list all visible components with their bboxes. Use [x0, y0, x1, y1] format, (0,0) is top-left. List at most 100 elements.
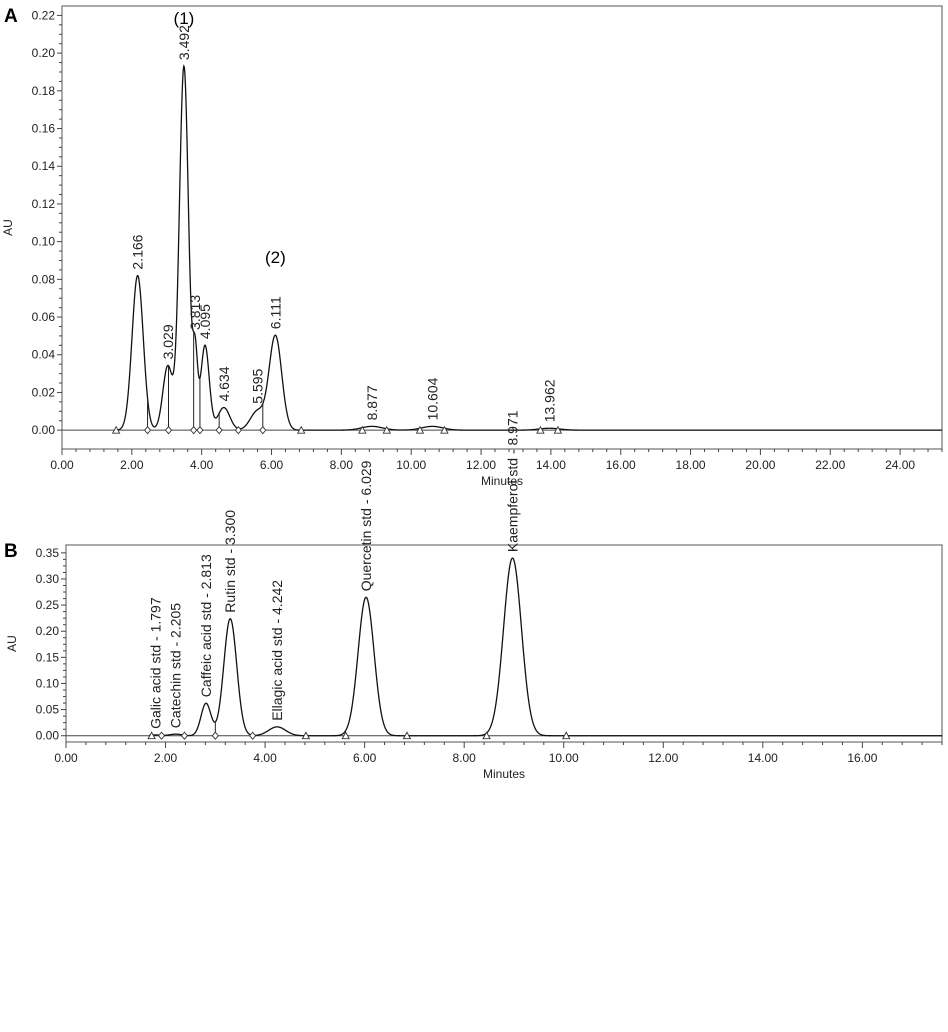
peak-label: 3.492	[176, 25, 192, 60]
peak-split-marker	[249, 731, 257, 740]
peak-annotation: (2)	[265, 248, 286, 267]
panel-letter: B	[4, 541, 18, 562]
x-tick-label: 0.00	[54, 751, 78, 765]
y-axis: 0.00 0.05 0.10 0.15 0.20 0.25 0.30 0.35 AU	[5, 546, 66, 743]
peak-label: 2.166	[130, 234, 146, 269]
x-tick-label: 6.00	[353, 751, 377, 765]
y-tick-label: 0.10	[32, 235, 56, 249]
x-tick-label: 8.00	[453, 751, 477, 765]
y-tick-label: 0.10	[36, 676, 60, 690]
peak-bound-marker	[147, 731, 156, 740]
peak-split-marker	[157, 731, 166, 740]
chromatogram-trace	[114, 64, 942, 431]
peak-label: 8.877	[364, 385, 380, 420]
y-tick-label: 0.12	[32, 197, 56, 211]
peak-bound-marker	[296, 425, 306, 434]
chromatogram-trace	[149, 557, 942, 737]
panel-letter: A	[4, 6, 18, 27]
x-tick-label: 14.00	[748, 751, 778, 765]
peak-bound-marker	[402, 731, 412, 740]
y-tick-label: 0.35	[36, 546, 60, 560]
x-tick-label: 12.00	[648, 751, 678, 765]
x-tick-label: 16.00	[847, 751, 877, 765]
y-tick-label: 0.06	[32, 310, 56, 324]
plot-frame	[61, 5, 943, 450]
y-tick-label: 0.16	[32, 122, 56, 136]
peak-annotation: (1)	[174, 9, 195, 28]
peak-split-marker	[211, 731, 219, 740]
x-tick-label: 4.00	[190, 458, 214, 472]
peak-split-marker	[143, 425, 152, 435]
peak-label: 6.111	[267, 296, 283, 329]
peak-label: Caffeic acid std - 2.813	[198, 554, 214, 697]
x-tick-label: 14.00	[536, 458, 566, 472]
peak-split-marker	[164, 425, 173, 435]
x-tick-label: 12.00	[466, 458, 496, 472]
x-tick-label: 2.00	[120, 458, 144, 472]
y-axis: 0.00 0.02 0.04 0.06 0.08 0.10 0.12 0.14 0.16 0.18…	[1, 8, 62, 437]
y-tick-label: 0.00	[36, 729, 60, 743]
y-tick-label: 0.20	[36, 624, 60, 638]
x-axis-label: Minutes	[481, 474, 523, 488]
x-tick-label: 6.00	[260, 458, 284, 472]
y-tick-label: 0.20	[32, 46, 56, 60]
y-tick-label: 0.05	[36, 703, 60, 717]
y-tick-label: 0.18	[32, 84, 56, 98]
y-tick-label: 0.00	[32, 423, 56, 437]
peak-label: Galic acid std - 1.797	[147, 597, 163, 729]
peak-bound-marker	[111, 425, 121, 434]
peak-bound-marker	[415, 425, 425, 434]
peak-split-marker	[196, 425, 204, 435]
peak-bound-marker	[561, 731, 571, 740]
x-tick-label: 24.00	[885, 458, 915, 472]
peak-label: 13.962	[542, 379, 558, 422]
peak-split-marker	[215, 425, 223, 435]
peak-bound-marker	[440, 425, 449, 434]
y-tick-label: 0.22	[32, 8, 56, 22]
x-axis: 0.00 2.00 4.00 6.00 8.00 10.00 12.00 14.00 16.00…	[50, 449, 943, 488]
y-tick-label: 0.25	[36, 598, 60, 612]
peak-label: Kaempferol std - 8.971	[505, 410, 521, 552]
peak-bound-marker	[382, 425, 392, 434]
x-axis-label: Minutes	[483, 767, 525, 781]
y-tick-label: 0.08	[32, 272, 56, 286]
y-tick-label: 0.04	[32, 348, 56, 362]
peak-bound-marker	[482, 731, 491, 740]
y-tick-label: 0.30	[36, 572, 60, 586]
peak-split-marker	[180, 731, 189, 740]
y-tick-label: 0.14	[32, 159, 56, 173]
peak-label: 4.095	[197, 304, 213, 339]
x-tick-label: 2.00	[154, 751, 178, 765]
peak-bound-marker	[301, 731, 311, 740]
x-tick-label: 10.00	[549, 751, 579, 765]
y-axis-label: AU	[5, 635, 19, 652]
y-axis-label: AU	[1, 219, 15, 236]
peak-split-marker	[259, 425, 267, 435]
y-tick-label: 0.15	[36, 650, 60, 664]
peak-split-marker	[190, 425, 198, 435]
peak-label: 4.634	[216, 366, 232, 401]
peak-split-marker	[234, 425, 242, 435]
x-tick-label: 22.00	[815, 458, 845, 472]
x-tick-label: 20.00	[745, 458, 775, 472]
peak-label: 5.595	[249, 368, 265, 403]
x-axis: 0.00 2.00 4.00 6.00 8.00 10.00 12.00 14.00 16.00…	[54, 742, 943, 781]
peak-bound-marker	[536, 425, 545, 434]
chart-panel-a: A 0.00 0.02 0.04 0.06 0.08 0.10 0.12 0.14 0.16 0.1…	[1, 5, 943, 488]
peak-bound-marker	[341, 731, 350, 740]
peak-label: 3.813	[187, 295, 203, 330]
peak-label: 3.029	[160, 324, 176, 359]
chart-panel-b: B 0.00 0.05 0.10 0.15 0.20 0.25 0.30 0.35 AU 0.00 2…	[4, 410, 943, 781]
peak-bound-marker	[358, 425, 367, 434]
x-tick-label: 4.00	[253, 751, 277, 765]
peak-label: Ellagic acid std - 4.242	[269, 580, 285, 721]
peak-label: 10.604	[424, 377, 440, 420]
peak-label: Catechin std - 2.205	[168, 603, 184, 729]
x-tick-label: 16.00	[606, 458, 636, 472]
x-tick-label: 8.00	[330, 458, 354, 472]
peak-label: Quercetin std - 6.029	[358, 460, 374, 591]
x-tick-label: 10.00	[396, 458, 426, 472]
peak-bound-marker	[553, 425, 563, 434]
x-tick-label: 0.00	[50, 458, 74, 472]
